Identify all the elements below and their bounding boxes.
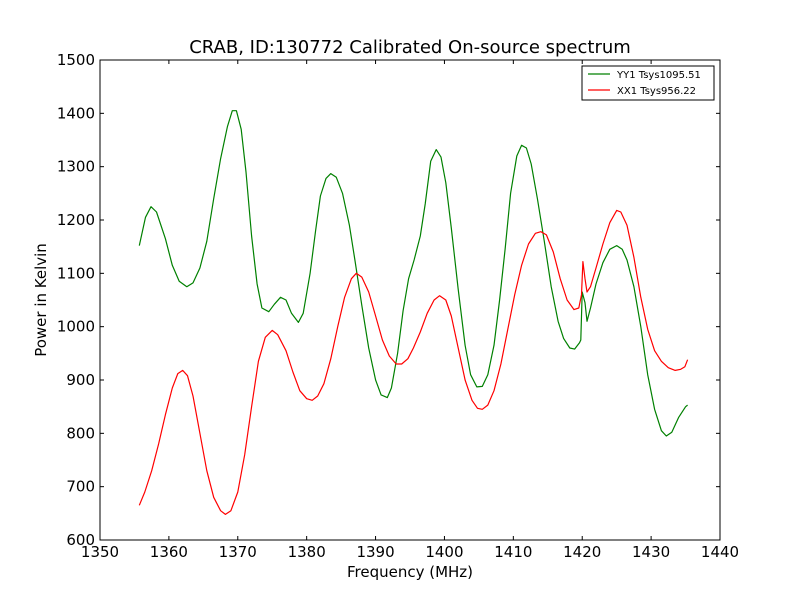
x-tick-label: 1390 <box>356 543 394 561</box>
y-tick-label: 1000 <box>57 318 95 336</box>
series-line-yy1 <box>138 110 688 437</box>
x-tick-label: 1410 <box>494 543 532 561</box>
y-tick-label: 600 <box>66 531 95 549</box>
legend: YY1 Tsys1095.51 XX1 Tsys956.22 <box>581 65 715 101</box>
plot-frame <box>99 59 721 541</box>
x-tick-label: 1380 <box>288 543 326 561</box>
chart-title: CRAB, ID:130772 Calibrated On-source spe… <box>189 37 631 58</box>
x-tick-label: 1370 <box>219 543 257 561</box>
x-tick-label: 1400 <box>425 543 463 561</box>
series-line-xx1 <box>138 209 689 515</box>
y-tick-label: 700 <box>66 478 95 496</box>
legend-label: YY1 Tsys1095.51 <box>616 70 701 81</box>
x-tick-label: 1430 <box>632 543 670 561</box>
y-tick-label: 1500 <box>57 51 95 69</box>
legend-label: XX1 Tsys956.22 <box>617 86 696 97</box>
x-tick-label: 1420 <box>563 543 601 561</box>
x-axis-label: Frequency (MHz) <box>347 563 473 581</box>
x-tick-label: 1440 <box>701 543 739 561</box>
y-axis-label: Power in Kelvin <box>32 243 50 357</box>
legend-box <box>581 65 715 101</box>
y-tick-label: 1400 <box>57 104 95 122</box>
x-tick-label: 1350 <box>81 543 119 561</box>
y-tick-label: 800 <box>66 424 95 442</box>
x-tick-label: 1360 <box>150 543 188 561</box>
y-tick-label: 900 <box>66 371 95 389</box>
y-tick-label: 1200 <box>57 211 95 229</box>
y-tick-label: 1300 <box>57 158 95 176</box>
y-tick-label: 1100 <box>57 264 95 282</box>
